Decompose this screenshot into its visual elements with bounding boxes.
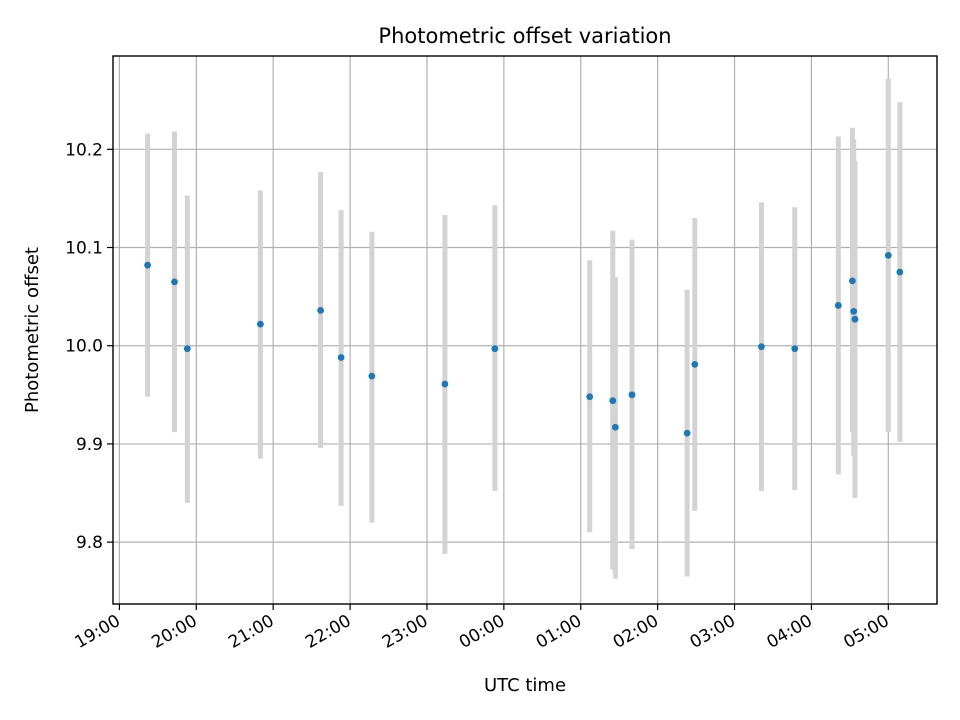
y-tick-label: 10.2 xyxy=(65,140,103,160)
chart-title: Photometric offset variation xyxy=(378,24,671,48)
data-point xyxy=(884,251,892,259)
data-point xyxy=(683,429,691,437)
data-point xyxy=(896,268,904,276)
data-point xyxy=(441,380,449,388)
data-point xyxy=(256,320,264,328)
point-layer xyxy=(144,251,904,437)
y-tick-label: 10.1 xyxy=(65,239,103,259)
plot-frame xyxy=(112,55,938,605)
data-point xyxy=(850,307,858,315)
data-point xyxy=(337,354,345,361)
y-tick-label: 9.9 xyxy=(76,435,103,455)
data-point xyxy=(849,277,856,285)
data-point xyxy=(834,302,842,309)
data-point xyxy=(628,391,636,399)
x-axis-label: UTC time xyxy=(484,675,566,696)
data-point xyxy=(586,393,594,401)
y-tick-label: 10.0 xyxy=(65,337,103,357)
data-point xyxy=(691,360,699,368)
data-point xyxy=(611,423,619,431)
data-point xyxy=(171,278,178,286)
data-point xyxy=(791,345,799,353)
data-point xyxy=(758,343,765,351)
data-point xyxy=(491,345,499,353)
data-point xyxy=(183,345,191,353)
data-point xyxy=(317,306,325,314)
data-point xyxy=(609,397,617,405)
data-point xyxy=(851,315,859,323)
data-point xyxy=(144,261,152,269)
data-point xyxy=(368,372,376,380)
y-tick-label: 9.8 xyxy=(76,533,103,553)
y-axis-label: Photometric offset xyxy=(22,247,43,413)
